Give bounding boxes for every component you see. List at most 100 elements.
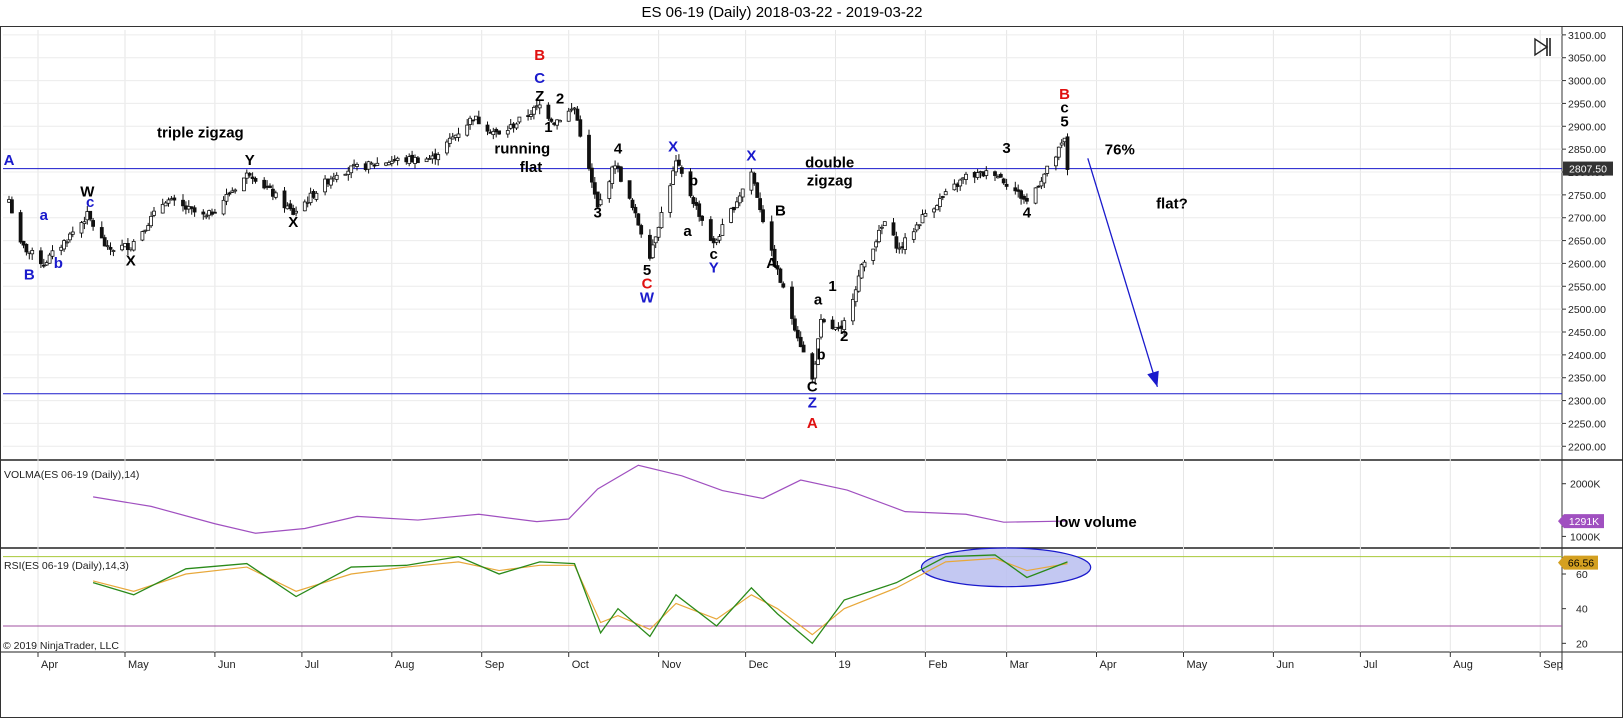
- candle-body: [108, 246, 113, 250]
- wave-label: a: [814, 292, 823, 309]
- candle-body: [659, 212, 664, 229]
- candle-body: [993, 171, 997, 176]
- candle-body: [146, 225, 151, 231]
- candle-body: [964, 173, 968, 180]
- wave-annotation: flat?: [1156, 196, 1188, 213]
- candle-body: [729, 208, 733, 223]
- candle-body: [120, 244, 124, 251]
- wave-label: c: [710, 246, 718, 263]
- candle-body: [882, 221, 887, 227]
- wave-label: a: [40, 207, 49, 224]
- candle-body: [880, 226, 884, 229]
- wave-label: X: [126, 253, 136, 270]
- y-tick-label: 2550.00: [1568, 281, 1606, 293]
- candle-body: [592, 182, 597, 195]
- x-tick-label: Feb: [928, 659, 947, 671]
- candle-body: [294, 210, 299, 214]
- y-tick-label: 2850.00: [1568, 144, 1606, 156]
- candle-body: [18, 212, 23, 243]
- candle-body: [39, 250, 43, 265]
- candle-body: [555, 119, 559, 126]
- candle-body: [932, 208, 936, 213]
- candle-body: [1054, 156, 1058, 167]
- candle-body: [798, 336, 803, 348]
- candle-body: [708, 219, 713, 241]
- candle-body: [140, 231, 145, 241]
- candle-body: [395, 157, 400, 161]
- candle-body: [204, 215, 209, 218]
- candle-body: [691, 197, 696, 205]
- candle-body: [740, 188, 745, 198]
- candle-body: [468, 117, 473, 125]
- candle-body: [247, 173, 252, 176]
- candle-body: [911, 231, 916, 240]
- candle-body: [152, 210, 156, 216]
- candle-body: [70, 231, 75, 235]
- candle-body: [801, 344, 806, 353]
- candle-body: [102, 237, 107, 247]
- x-tick-label: Apr: [1100, 659, 1117, 671]
- x-tick-label: 19: [839, 659, 851, 671]
- candle-body: [677, 159, 681, 166]
- candle-body: [1019, 190, 1023, 199]
- x-tick-label: Oct: [572, 659, 589, 671]
- candle-body: [636, 213, 641, 226]
- candle-body: [778, 268, 783, 283]
- x-tick-label: Mar: [1010, 659, 1029, 671]
- candle-body: [476, 116, 481, 125]
- y-tick-label: 2650.00: [1568, 236, 1606, 248]
- candle-body: [253, 178, 258, 182]
- candle-body: [262, 179, 267, 189]
- candle-body: [111, 250, 116, 252]
- candle-body: [30, 250, 35, 255]
- skip-triangle: [1534, 37, 1549, 57]
- candle-body: [546, 104, 551, 119]
- candle-body: [619, 166, 623, 182]
- wave-label: 1: [544, 119, 552, 136]
- volma-line: [93, 464, 1068, 534]
- y-tick-label: 2600.00: [1568, 258, 1606, 270]
- wave-label: 2: [556, 90, 564, 107]
- candle-body: [21, 240, 26, 246]
- candle-body: [984, 170, 989, 176]
- volume-annotation: low volume: [1055, 514, 1137, 531]
- candle-body: [958, 179, 963, 187]
- candle-body: [578, 119, 583, 137]
- candle-body: [308, 192, 313, 204]
- candle-body: [735, 201, 739, 209]
- candle-body: [465, 124, 470, 136]
- candle-body: [943, 191, 948, 196]
- wave-label: b: [54, 255, 63, 272]
- candle-body: [935, 205, 939, 211]
- candle-body: [1042, 173, 1047, 184]
- candle-body: [447, 137, 452, 144]
- chart-frame: [0, 26, 1623, 718]
- candle-body: [851, 299, 855, 322]
- candle-body: [233, 189, 238, 192]
- candle-body: [328, 178, 333, 186]
- rsi-line: [92, 554, 1068, 645]
- candle-body: [627, 180, 632, 199]
- candle-body: [105, 245, 110, 248]
- forecast-arrowhead: [1147, 370, 1159, 387]
- candle-body: [79, 222, 84, 234]
- wave-label: 4: [1023, 205, 1032, 222]
- candle-body: [241, 177, 246, 192]
- candle-body: [674, 160, 678, 173]
- candle-body: [656, 226, 661, 238]
- candle-body: [590, 167, 594, 183]
- candle-body: [737, 195, 742, 204]
- candle-body: [444, 141, 449, 154]
- candle-body: [99, 227, 104, 239]
- candle-body: [91, 220, 95, 227]
- candle-body: [856, 275, 861, 292]
- rsi-value-label: 66.56: [1568, 558, 1594, 570]
- candle-body: [813, 363, 818, 379]
- x-tick-label: Sep: [1543, 659, 1563, 671]
- wave-label: C: [534, 70, 545, 87]
- candle-body: [50, 250, 55, 257]
- wave-label: 5: [643, 262, 651, 279]
- candle-body: [369, 162, 374, 165]
- candle-body: [424, 158, 429, 163]
- wave-label: a: [683, 223, 692, 240]
